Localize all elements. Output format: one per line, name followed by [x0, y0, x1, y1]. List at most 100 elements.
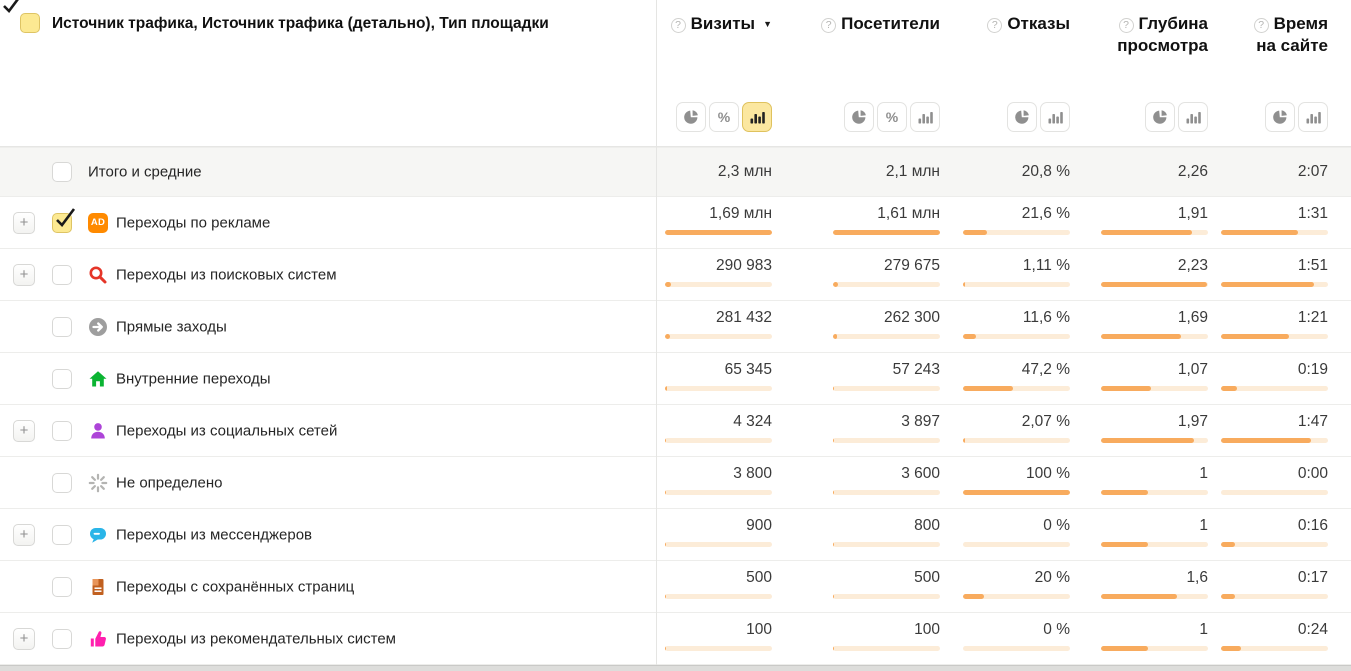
row-checkbox[interactable]: [52, 207, 76, 233]
row-label[interactable]: Переходы с сохранённых страниц: [116, 578, 355, 595]
metric-cell: 0:24: [1221, 613, 1351, 664]
row-checkbox[interactable]: [52, 162, 72, 182]
display-mode-toggles: %: [844, 102, 940, 132]
cell-value: 1:21: [1297, 309, 1328, 326]
metric-cell: 1: [1093, 509, 1231, 560]
cell-value: 1: [1199, 621, 1208, 638]
column-header[interactable]: ? Посетители: [821, 13, 940, 35]
metric-cell: 47,2 %: [963, 353, 1093, 404]
row-checkbox[interactable]: [52, 420, 72, 441]
cell-value: 1,69 млн: [709, 205, 772, 222]
cell-value: 2,3 млн: [717, 163, 772, 180]
column-header[interactable]: ? Визиты ▼: [670, 13, 772, 37]
row-checkbox[interactable]: [52, 576, 72, 597]
metric-cell: 1,97: [1093, 405, 1231, 456]
value-bar: [833, 282, 940, 287]
cell-value: 1,61 млн: [877, 205, 940, 222]
help-icon[interactable]: ?: [987, 17, 1003, 33]
metric-cell: 900: [656, 509, 795, 560]
toggle-pie-button[interactable]: [1265, 102, 1295, 132]
toggle-bar-button[interactable]: [1298, 102, 1328, 132]
value-bar: [665, 438, 772, 443]
value-bar: [833, 594, 940, 599]
row-label[interactable]: Переходы из рекомендательных систем: [116, 630, 396, 647]
cell-value: 0:00: [1297, 465, 1328, 482]
row-checkbox[interactable]: [52, 472, 72, 493]
metric-cell: 20,8 %: [963, 148, 1093, 196]
value-bar: [833, 646, 940, 651]
row-checkbox[interactable]: [52, 368, 72, 389]
metric-header-cell: ? Отказы: [963, 0, 1093, 146]
row-checkbox[interactable]: [52, 264, 72, 285]
metric-cell: 2:07: [1231, 148, 1351, 196]
help-icon[interactable]: ?: [670, 17, 686, 33]
metric-header-cell: ? Время на сайте: [1231, 0, 1351, 146]
row-name-cell: + Переходы из социальных сетей: [0, 405, 656, 456]
toggle-pie-button[interactable]: [844, 102, 874, 132]
cell-value: 290 983: [715, 257, 772, 274]
cell-value: 2,07 %: [1021, 413, 1070, 430]
row-label[interactable]: Внутренние переходы: [116, 370, 271, 387]
help-icon[interactable]: ?: [1118, 17, 1134, 33]
cell-value: 500: [746, 569, 772, 586]
toggle-pie-button[interactable]: [1007, 102, 1037, 132]
expand-button[interactable]: +: [13, 627, 35, 650]
value-bar: [1101, 490, 1208, 495]
row-label[interactable]: Прямые заходы: [116, 318, 227, 335]
row-checkbox[interactable]: [52, 524, 72, 545]
metric-cell: 1,69: [1093, 301, 1231, 352]
value-bar: [1101, 386, 1208, 391]
row-label[interactable]: Переходы по рекламе: [116, 214, 271, 231]
metric-cell: 1,07: [1093, 353, 1231, 404]
metric-cell: 1:51: [1221, 249, 1351, 300]
toggle-bar-button[interactable]: [910, 102, 940, 132]
value-bar: [833, 542, 940, 547]
metric-cell: 1,11 %: [963, 249, 1093, 300]
row-checkbox[interactable]: [52, 628, 72, 649]
value-bar: [1221, 334, 1328, 339]
toggle-pie-button[interactable]: [676, 102, 706, 132]
column-header[interactable]: ? Глубина просмотра: [1093, 13, 1208, 57]
toggle-percent-button[interactable]: %: [709, 102, 739, 132]
column-header[interactable]: ? Отказы: [987, 13, 1070, 35]
value-bar: [665, 334, 772, 339]
expand-button[interactable]: +: [13, 211, 35, 234]
metric-cell: 3 897: [795, 405, 963, 456]
row-name-cell: + Переходы из поисковых систем: [0, 249, 656, 300]
value-bar: [963, 334, 1070, 339]
row-label[interactable]: Не определено: [116, 474, 223, 491]
row-label[interactable]: Переходы из социальных сетей: [116, 422, 338, 439]
metric-cell: 1,6: [1093, 561, 1231, 612]
toggle-percent-button[interactable]: %: [877, 102, 907, 132]
value-bar: [1221, 438, 1328, 443]
toggle-pie-button[interactable]: [1145, 102, 1175, 132]
toggle-bar-button[interactable]: [1178, 102, 1208, 132]
column-divider: [656, 0, 657, 665]
toggle-bar-button[interactable]: [1040, 102, 1070, 132]
row-label[interactable]: Переходы из поисковых систем: [116, 266, 337, 283]
expand-button[interactable]: +: [13, 263, 35, 286]
row-label[interactable]: Переходы из мессенджеров: [116, 526, 313, 543]
expand-button[interactable]: +: [13, 523, 35, 546]
expand-button[interactable]: +: [13, 419, 35, 442]
bar-chart-icon: [918, 112, 933, 124]
value-bar: [963, 438, 1070, 443]
cell-value: 0:19: [1297, 361, 1328, 378]
metric-cell: 0 %: [963, 613, 1093, 664]
help-icon[interactable]: ?: [821, 17, 837, 33]
value-bar: [1221, 490, 1328, 495]
value-bar: [1101, 594, 1208, 599]
cell-value: 279 675: [883, 257, 940, 274]
toggle-bar-button[interactable]: [742, 102, 772, 132]
column-header[interactable]: ? Время на сайте: [1231, 13, 1328, 57]
percent-icon: %: [717, 109, 731, 125]
horizontal-scrollbar[interactable]: [0, 665, 1351, 671]
table-row: Внутренние переходы 65 345 57 243 47,2 % 1,0…: [0, 353, 1351, 405]
internal-icon: [89, 370, 107, 386]
row-checkbox[interactable]: [52, 316, 72, 337]
select-all-checkbox[interactable]: [3, 0, 40, 33]
display-mode-toggles: %: [676, 102, 772, 132]
help-icon[interactable]: ?: [1253, 17, 1269, 33]
row-name-cell: Итого и средние: [0, 148, 656, 196]
